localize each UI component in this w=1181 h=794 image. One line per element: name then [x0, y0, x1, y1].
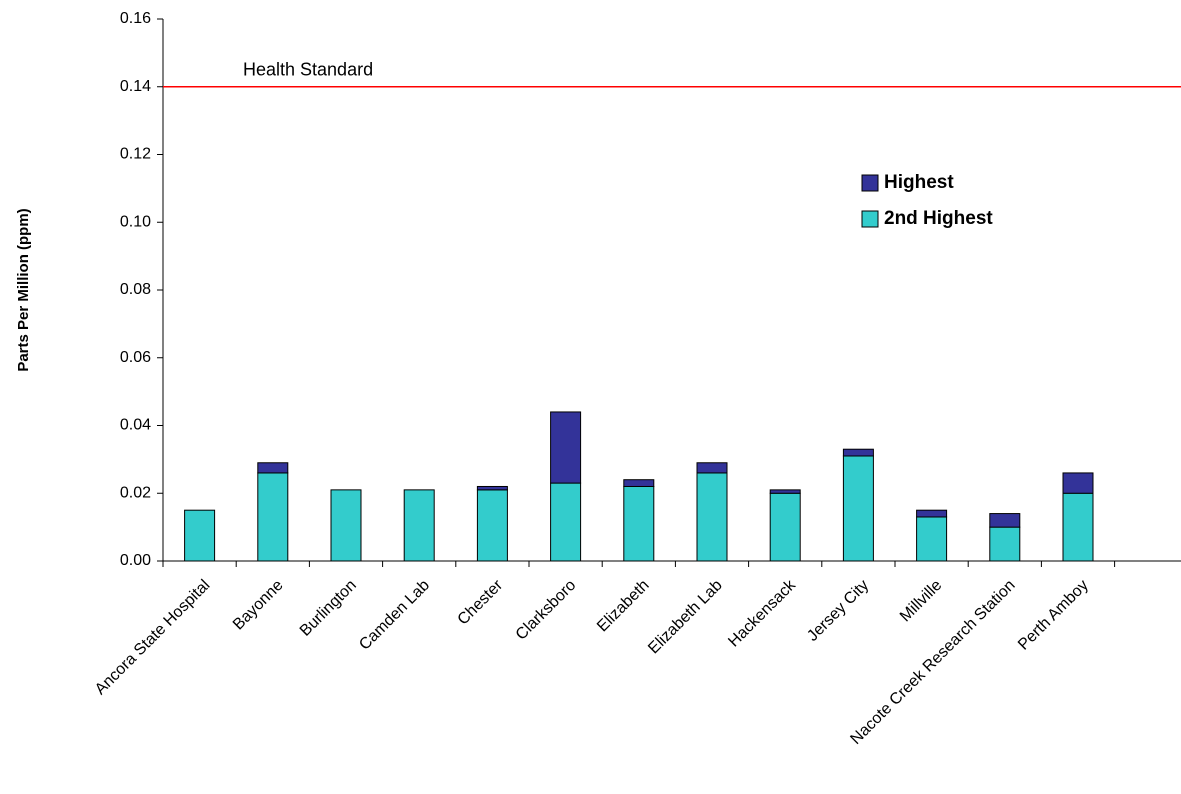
bar-segment: [989, 513, 1021, 528]
bar-segment: [550, 411, 582, 484]
x-tick-label: Chester: [455, 576, 507, 628]
bar-segment: [184, 509, 216, 562]
x-tick-label: Elizabeth: [594, 577, 653, 636]
bar-segment: [696, 472, 728, 562]
y-tick-label: 0.00: [120, 552, 151, 569]
y-tick-label: 0.10: [120, 213, 151, 230]
bar-segment: [916, 516, 948, 562]
x-tick-label: Bayonne: [230, 577, 287, 634]
x-tick-label: Millville: [897, 577, 946, 626]
bar-segment: [769, 489, 801, 494]
y-tick-label: 0.08: [120, 281, 151, 298]
bar-segment: [989, 526, 1021, 562]
y-tick-label: 0.14: [120, 78, 151, 95]
x-tick-label: Nacote Creek Research Station: [847, 577, 1018, 748]
bar-segment: [257, 462, 289, 474]
bar-segment: [550, 482, 582, 562]
bar-segment: [403, 489, 435, 562]
x-tick-label: Jersey City: [804, 577, 872, 645]
bar-segment: [916, 509, 948, 518]
y-tick-label: 0.04: [120, 417, 151, 434]
bar-segment: [1062, 492, 1094, 562]
y-tick-label: 0.02: [120, 484, 151, 501]
x-tick-label: Perth Amboy: [1015, 577, 1092, 654]
bar-segment: [623, 479, 655, 487]
y-axis-label: Parts Per Million (ppm): [15, 208, 32, 371]
bar-segment: [257, 472, 289, 562]
legend-label: Highest: [884, 172, 954, 193]
x-tick-label: Clarksboro: [513, 577, 580, 644]
x-tick-label: Ancora State Hospital: [92, 577, 213, 698]
x-tick-label: Burlington: [297, 577, 360, 640]
legend-swatch: [861, 210, 879, 228]
x-tick-label: Hackensack: [725, 576, 799, 650]
bar-segment: [476, 489, 508, 562]
bar-segment: [696, 462, 728, 474]
legend-swatch: [861, 174, 879, 192]
bar-segment: [330, 489, 362, 562]
bar-segment: [1062, 472, 1094, 494]
bar-segment: [769, 492, 801, 562]
reference-line-label: Health Standard: [243, 60, 373, 80]
legend-label: 2nd Highest: [884, 208, 993, 229]
y-tick-label: 0.16: [120, 10, 151, 27]
bar-segment: [476, 485, 508, 491]
x-tick-label: Elizabeth Lab: [645, 577, 726, 658]
y-tick-label: 0.06: [120, 349, 151, 366]
bar-segment: [623, 485, 655, 562]
y-tick-label: 0.12: [120, 146, 151, 163]
bar-segment: [842, 455, 874, 562]
x-tick-label: Camden Lab: [356, 577, 433, 654]
bar-segment: [842, 448, 874, 457]
